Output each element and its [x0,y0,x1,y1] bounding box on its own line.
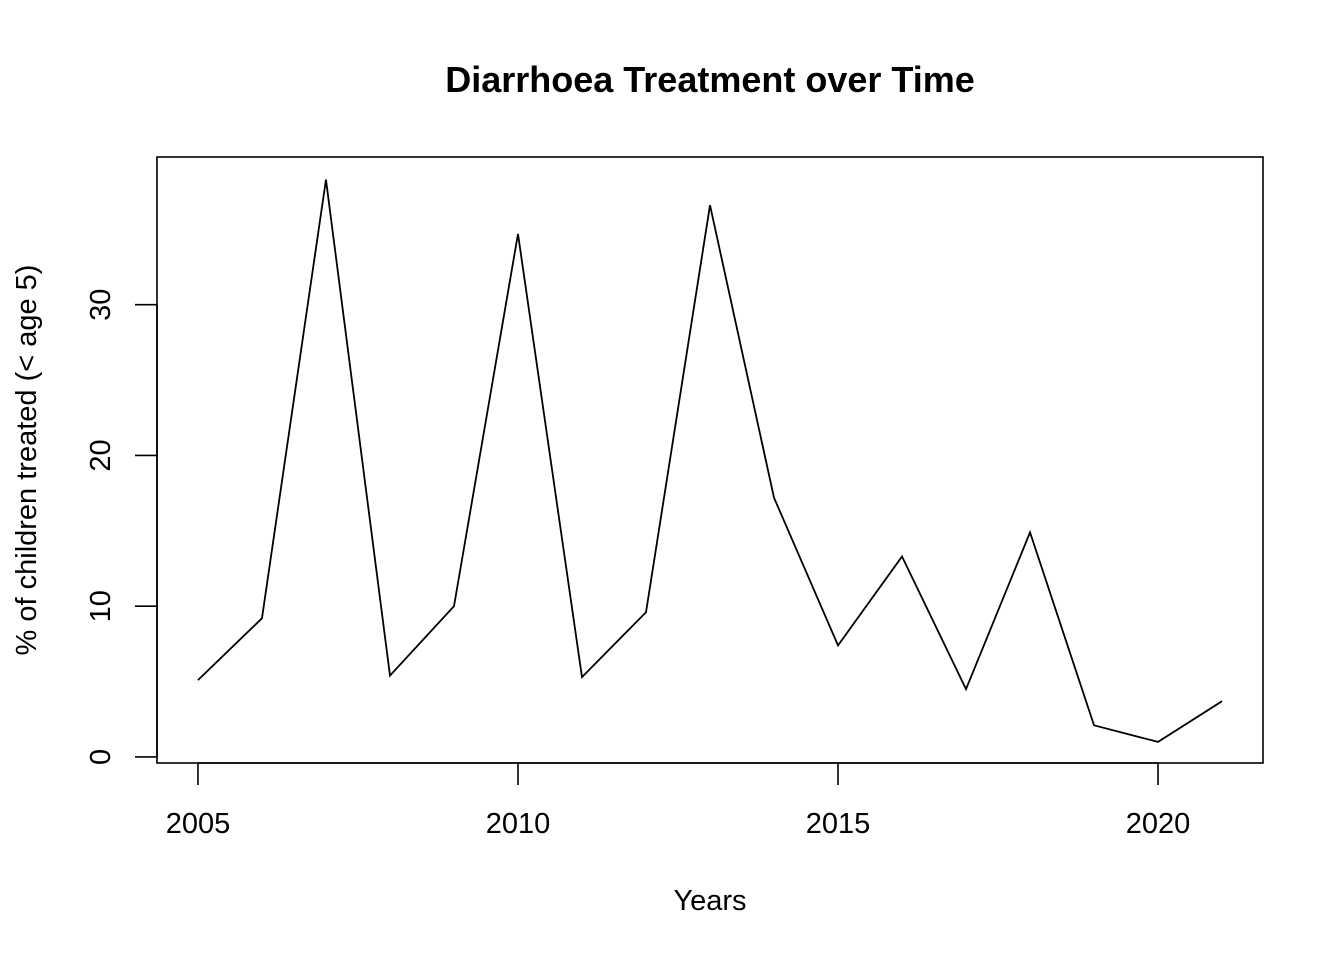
x-axis: 2005 2010 2015 2020 [166,762,1191,840]
y-tick-label: 0 [85,749,117,765]
y-tick-label: 10 [85,590,117,622]
x-axis-label: Years [673,885,746,917]
x-tick-label: 2020 [1126,808,1191,840]
x-tick-label: 2015 [806,808,871,840]
y-axis-label: % of children treated (< age 5) [11,265,43,656]
x-tick-label: 2010 [486,808,551,840]
series-group [197,179,1223,743]
chart-title: Diarrhoea Treatment over Time [445,59,975,100]
y-tick-label: 30 [85,289,117,321]
y-tick-label: 20 [85,439,117,471]
x-tick-label: 2005 [166,808,231,840]
plot-frame [156,156,1264,764]
series-line [197,179,1223,743]
y-axis: 0 10 20 30 [85,289,158,765]
